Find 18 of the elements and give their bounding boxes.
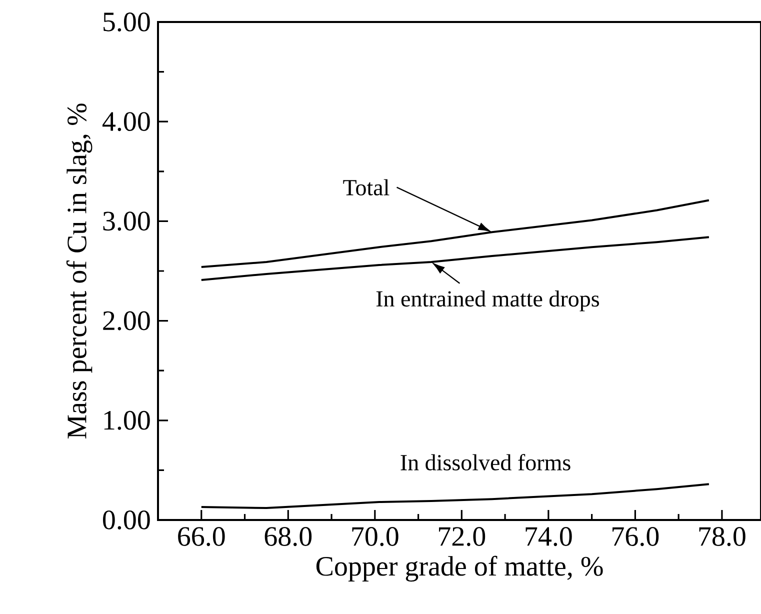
x-tick-label: 74.0 (526, 527, 572, 546)
y-tick-label: 2.00 (103, 311, 150, 330)
y-axis-title: Mass percent of Cu in slag, % (66, 104, 92, 439)
y-tick-label: 3.00 (103, 212, 150, 231)
x-tick-label: 72.0 (439, 527, 486, 546)
x-tick-label: 66.0 (178, 527, 225, 546)
x-tick-label: 68.0 (264, 527, 312, 546)
annotation: In entrained matte drops (376, 290, 599, 312)
x-tick-label: 70.0 (352, 527, 398, 546)
x-axis-title: Copper grade of matte, % (316, 556, 603, 582)
annotation: In dissolved forms (400, 454, 570, 470)
y-tick-label: 5.00 (104, 12, 150, 32)
x-tick-label: 78.0 (699, 527, 746, 546)
y-tick-label: 4.00 (102, 112, 150, 132)
y-tick-label: 1.00 (104, 410, 150, 430)
x-tick-label: 76.0 (612, 527, 659, 546)
annotation: Total (343, 179, 390, 196)
y-tick-label: 0.00 (103, 510, 150, 530)
